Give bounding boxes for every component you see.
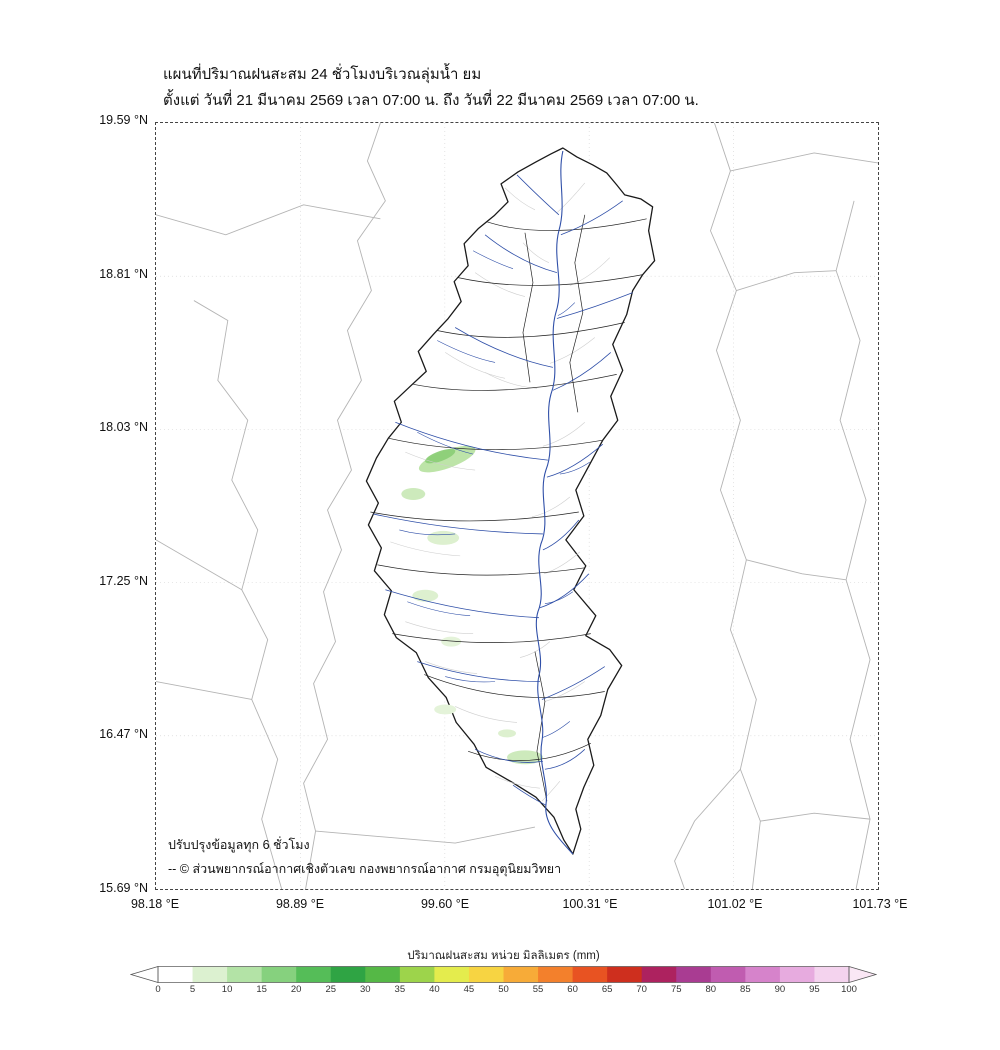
colorbar-tick-label: 15 — [256, 984, 267, 995]
x-axis-tick-label: 99.60 °E — [420, 897, 470, 911]
x-axis-tick-label: 98.89 °E — [275, 897, 325, 911]
colorbar-tick-label: 65 — [601, 984, 613, 995]
colorbar-tick-label: 35 — [394, 984, 406, 995]
subbasin-dividers-layer — [370, 214, 647, 802]
x-axis-tick-label: 101.02 °E — [707, 897, 763, 911]
y-axis-tick-label: 19.59 °N — [99, 113, 148, 127]
update-frequency-note: ปรับปรุงข้อมูลทุก 6 ชั่วโมง — [168, 838, 310, 852]
chart-title: แผนที่ปริมาณฝนสะสม 24 ชั่วโมงบริเวณลุ่มน… — [163, 62, 699, 114]
colorbar-tick-label: 90 — [774, 984, 786, 995]
y-axis-tick-label: 17.25 °N — [99, 574, 148, 588]
chart-title-line2: ตั้งแต่ วันที่ 21 มีนาคม 2569 เวลา 07:00… — [163, 92, 699, 109]
map-plot-area: ปรับปรุงข้อมูลทุก 6 ชั่วโมง -- © ส่วนพยา… — [155, 122, 879, 890]
colorbar-tick-label: 95 — [809, 984, 820, 995]
colorbar-tick-label: 100 — [841, 984, 857, 995]
colorbar-ticks: 0 5 10 15 20 25 30 35 40 45 50 55 60 65 70 75 80 85 90 95 10… — [130, 984, 877, 997]
colorbar-tick-label: 0 — [155, 984, 161, 995]
colorbar-tick-label: 45 — [463, 984, 475, 995]
basin-layer — [365, 147, 656, 855]
colorbar-title: ปริมาณฝนสะสม หน่วย มิลลิเมตร (mm) — [407, 950, 600, 962]
rivers-layer — [373, 150, 633, 855]
colorbar-tick-label: 75 — [670, 984, 682, 995]
colorbar-tick-label: 30 — [360, 984, 371, 995]
y-axis-tick-label: 18.03 °N — [99, 420, 148, 434]
credit-note: -- © ส่วนพยากรณ์อากาศเชิงตัวเลข กองพยากร… — [168, 862, 562, 876]
basin-outline — [365, 147, 656, 855]
admin-boundaries-layer — [156, 123, 878, 889]
x-axis-tick-label: 101.73 °E — [852, 897, 908, 911]
streams-layer — [390, 182, 610, 802]
colorbar-tick-label: 60 — [567, 984, 578, 995]
y-axis-tick-label: 15.69 °N — [99, 881, 148, 895]
map-canvas — [156, 123, 878, 889]
colorbar-tick-label: 70 — [636, 984, 647, 995]
chart-title-line1: แผนที่ปริมาณฝนสะสม 24 ชั่วโมงบริเวณลุ่มน… — [163, 66, 482, 83]
colorbar: 0 5 10 15 20 25 30 35 40 45 50 55 60 65 70 75 80 85 90 95 10… — [130, 966, 877, 1000]
colorbar-tick-label: 50 — [498, 984, 509, 995]
colorbar-tick-label: 25 — [325, 984, 337, 995]
y-axis-tick-label: 18.81 °N — [99, 267, 148, 281]
colorbar-tick-label: 85 — [740, 984, 751, 995]
colorbar-bar — [130, 966, 877, 983]
x-axis-tick-label: 100.31 °E — [562, 897, 618, 911]
colorbar-tick-label: 20 — [290, 984, 302, 995]
colorbar-tick-label: 80 — [705, 984, 717, 995]
colorbar-tick-label: 5 — [189, 984, 196, 995]
y-axis-tick-label: 16.47 °N — [99, 727, 148, 741]
colorbar-tick-label: 40 — [429, 984, 440, 995]
colorbar-tick-label: 10 — [221, 984, 233, 995]
colorbar-tick-label: 55 — [532, 984, 544, 995]
x-axis-tick-label: 98.18 °E — [130, 897, 180, 911]
